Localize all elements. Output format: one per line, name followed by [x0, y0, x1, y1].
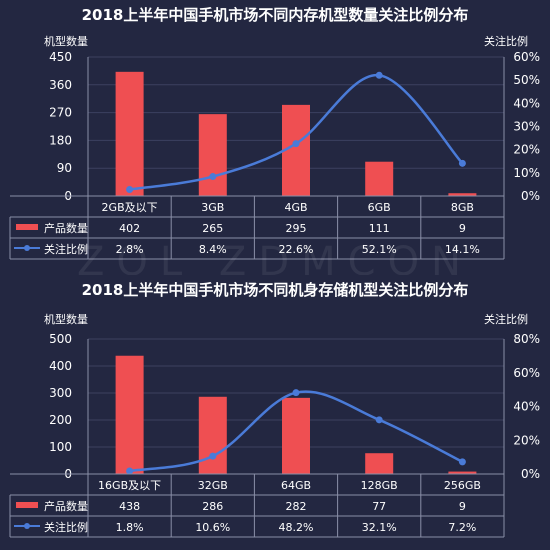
- legend-label: 产品数量: [44, 221, 88, 235]
- data-label: 286: [202, 500, 223, 513]
- data-label: 438: [119, 500, 140, 513]
- bar: [282, 397, 310, 474]
- y2-tick-label: 60%: [513, 366, 540, 380]
- y2-tick-label: 20%: [513, 433, 540, 447]
- legend-label: 关注比例: [44, 520, 88, 534]
- y-tick-label: 180: [49, 133, 72, 147]
- bar: [115, 71, 144, 196]
- y2-tick-label: 40%: [513, 96, 540, 110]
- data-label: 265: [202, 222, 223, 235]
- bar: [198, 114, 227, 196]
- y-tick-label: 450: [49, 50, 72, 64]
- x-category-label: 16GB及以下: [98, 479, 161, 492]
- data-label: 48.2%: [279, 521, 314, 534]
- y-tick-label: 200: [49, 413, 72, 427]
- y-tick-label: 360: [49, 78, 72, 92]
- x-category-label: 64GB: [281, 479, 311, 492]
- y2-tick-label: 0%: [521, 467, 540, 481]
- y2-tick-label: 20%: [513, 143, 540, 157]
- x-category-label: 3GB: [201, 201, 224, 214]
- line-point: [209, 173, 217, 181]
- x-category-label: 256GB: [444, 479, 481, 492]
- bar: [365, 453, 394, 474]
- y-axis-label-left: 机型数量: [44, 35, 88, 48]
- data-label: 7.2%: [448, 521, 476, 534]
- data-label: 111: [369, 222, 390, 235]
- legend-bar-swatch: [16, 224, 38, 230]
- y2-tick-label: 10%: [513, 166, 540, 180]
- x-category-label: 4GB: [284, 201, 307, 214]
- y-axis-label-right: 关注比例: [484, 313, 528, 326]
- legend-line-marker: [24, 523, 30, 529]
- y-axis-label-right: 关注比例: [484, 35, 528, 48]
- x-category-label: 32GB: [198, 479, 228, 492]
- data-label: 295: [286, 222, 307, 235]
- x-category-label: 128GB: [361, 479, 398, 492]
- data-label: 77: [372, 500, 386, 513]
- legend-bar-swatch: [16, 502, 38, 508]
- bar: [198, 396, 227, 474]
- data-label: 402: [119, 222, 140, 235]
- y-tick-label: 100: [49, 440, 72, 454]
- legend-label: 关注比例: [44, 242, 88, 256]
- bar: [448, 193, 477, 196]
- y2-tick-label: 40%: [513, 400, 540, 414]
- x-category-label: 2GB及以下: [102, 201, 158, 214]
- bar: [282, 104, 310, 196]
- line-point: [126, 467, 134, 475]
- line-point: [375, 71, 383, 79]
- chart-svg: 0901802703604500%10%20%30%40%50%60%2GB及以…: [9, 50, 540, 275]
- y-tick-label: 270: [49, 106, 72, 120]
- line-point: [292, 140, 300, 148]
- data-label: 8.4%: [199, 243, 227, 256]
- line-point: [126, 186, 134, 194]
- bar: [115, 355, 144, 474]
- y2-tick-label: 60%: [513, 50, 540, 64]
- data-label: 22.6%: [279, 243, 314, 256]
- data-label: 2.8%: [116, 243, 144, 256]
- line-series-attention: [129, 74, 464, 191]
- y-tick-label: 90: [57, 161, 72, 175]
- y2-tick-label: 30%: [513, 120, 540, 134]
- data-label: 1.8%: [116, 521, 144, 534]
- data-label: 10.6%: [195, 521, 230, 534]
- x-category-label: 6GB: [368, 201, 391, 214]
- legend-label: 产品数量: [44, 499, 88, 513]
- y2-tick-label: 50%: [513, 73, 540, 87]
- y-axis-label-left: 机型数量: [44, 313, 88, 326]
- line-point: [209, 452, 217, 460]
- x-category-label: 8GB: [451, 201, 474, 214]
- data-label: 9: [459, 222, 466, 235]
- data-label: 14.1%: [445, 243, 480, 256]
- line-point: [458, 458, 466, 466]
- y-tick-label: 500: [49, 332, 72, 346]
- data-label: 282: [286, 500, 307, 513]
- y2-tick-label: 80%: [513, 332, 540, 346]
- line-point: [375, 416, 383, 424]
- chart-title: 2018上半年中国手机市场不同机身存储机型关注比例分布: [81, 281, 469, 299]
- line-point: [458, 159, 466, 167]
- data-label: 9: [459, 500, 466, 513]
- data-label: 52.1%: [362, 243, 397, 256]
- line-point: [292, 389, 300, 397]
- chart-title: 2018上半年中国手机市场不同内存机型数量关注比例分布: [81, 6, 469, 24]
- data-label: 32.1%: [362, 521, 397, 534]
- y-tick-label: 400: [49, 359, 72, 373]
- bar: [365, 161, 394, 196]
- bar: [448, 471, 477, 474]
- legend-line-marker: [24, 245, 30, 251]
- watermark: ZOL ZDMCON: [77, 239, 473, 275]
- y2-tick-label: 0%: [521, 189, 540, 203]
- y-tick-label: 300: [49, 386, 72, 400]
